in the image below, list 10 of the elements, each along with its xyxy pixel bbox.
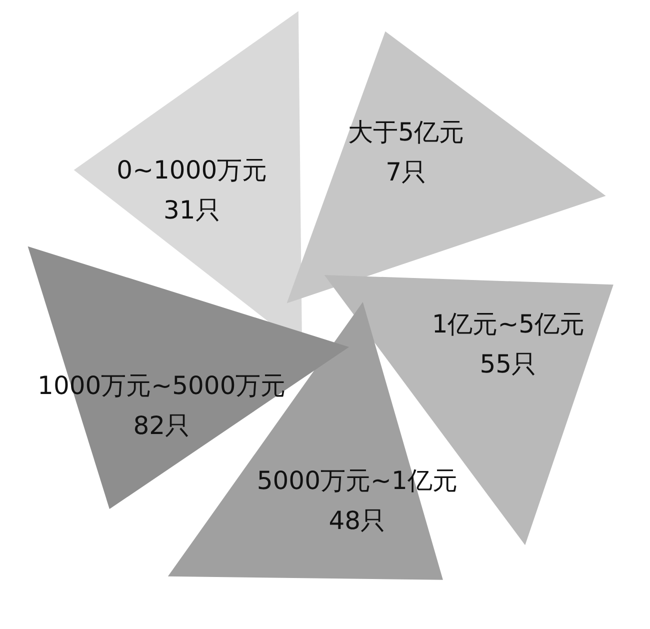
data-label: 82只 xyxy=(133,410,190,440)
category-label: 1亿元~5亿元 xyxy=(432,310,585,339)
category-label: 1000万元~5000万元 xyxy=(38,370,286,400)
data-label: 31只 xyxy=(164,195,220,224)
category-label: 大于5亿元 xyxy=(348,118,464,147)
data-label: 7只 xyxy=(386,158,427,187)
category-label: 5000万元~1亿元 xyxy=(256,466,458,496)
data-label: 55只 xyxy=(480,350,537,379)
category-label: 0~1000万元 xyxy=(116,155,268,184)
data-label: 48只 xyxy=(328,506,386,536)
